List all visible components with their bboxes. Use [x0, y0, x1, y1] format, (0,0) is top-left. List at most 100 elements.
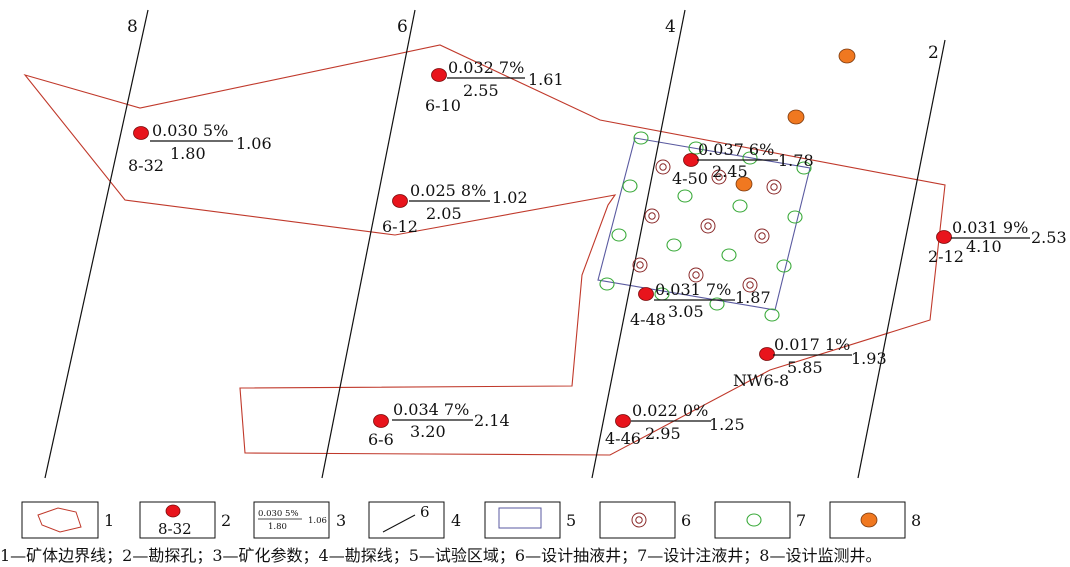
hole-marker — [759, 347, 775, 361]
hole-value: 1.87 — [735, 288, 771, 307]
hole-grade: 0.025 8% — [410, 181, 486, 200]
injection-well — [709, 297, 725, 311]
exploration-line-label: 2 — [928, 43, 939, 63]
legend: 1 8-32 2 0.030 5% 1.80 1.06 3 6 4 — [21, 501, 921, 539]
hole-thickness: 3.20 — [410, 422, 446, 441]
legend-sample: 6 — [420, 503, 430, 521]
legend-item-hole: 8-32 2 — [139, 501, 231, 539]
hole-value: 1.93 — [851, 349, 887, 368]
injection-well — [622, 179, 638, 193]
legend-number: 4 — [451, 511, 461, 530]
exploration-line-8 — [44, 9, 149, 479]
hole-grade: 0.017 1% — [774, 335, 850, 354]
hole-thickness: 2.05 — [426, 204, 462, 223]
exploration-line-4 — [591, 9, 686, 479]
legend-thickness: 1.80 — [268, 522, 287, 532]
hole-value: 1.06 — [236, 134, 272, 153]
legend-number: 2 — [221, 511, 231, 530]
injection-wells — [599, 131, 812, 322]
hole-marker — [373, 414, 389, 428]
hole-value: 1.78 — [778, 151, 814, 170]
injection-well — [796, 161, 812, 175]
extraction-well — [766, 179, 782, 195]
injection-well — [787, 210, 803, 224]
injection-well — [776, 259, 792, 273]
extraction-well — [632, 257, 648, 273]
injection-well — [599, 277, 615, 291]
injection-well — [677, 189, 693, 203]
injection-well — [611, 228, 627, 242]
hole-marker — [133, 126, 149, 140]
exploration-line-2 — [857, 39, 946, 479]
hole-marker — [683, 153, 699, 167]
hole-grade: 0.030 5% — [152, 121, 228, 140]
hole-grade: 0.022 0% — [632, 401, 708, 420]
legend-item-test-area: 5 — [484, 501, 576, 539]
legend-number: 6 — [681, 511, 691, 530]
injection-well — [688, 141, 704, 155]
exploration-hole-4-48: 0.031 7% 3.05 1.87 4-48 — [630, 280, 771, 329]
hole-value: 1.25 — [709, 415, 745, 434]
hole-grade: 0.032 7% — [448, 58, 524, 77]
exploration-hole-2-12: 0.031 9% 4.10 2.53 2-12 — [928, 218, 1067, 266]
injection-well — [732, 199, 748, 213]
exploration-hole-8-32: 0.030 5% 1.80 1.06 8-32 — [128, 121, 272, 175]
exploration-line-label: 8 — [127, 17, 138, 37]
hole-thickness: 4.10 — [966, 237, 1002, 256]
hole-value: 2.53 — [1031, 228, 1067, 247]
legend-number: 8 — [911, 511, 921, 530]
injection-well — [666, 238, 682, 252]
hole-id: 6-12 — [382, 217, 418, 236]
hole-id: 6-10 — [425, 96, 461, 115]
legend-item-params: 0.030 5% 1.80 1.06 3 — [253, 501, 346, 539]
injection-well — [633, 131, 649, 145]
exploration-hole-NW6-8: 0.017 1% 5.85 1.93 NW6-8 — [733, 335, 887, 390]
exploration-line-6 — [321, 9, 416, 479]
injection-well — [721, 248, 737, 262]
exploration-hole-6-12: 0.025 8% 2.05 1.02 6-12 — [382, 181, 528, 236]
injection-well — [764, 308, 780, 322]
legend-number: 5 — [566, 511, 576, 530]
legend-item-extraction: 6 — [599, 501, 691, 539]
exploration-line-label: 4 — [665, 17, 676, 37]
hole-marker — [638, 287, 654, 301]
hole-grade: 0.034 7% — [393, 400, 469, 419]
hole-marker — [615, 414, 631, 428]
legend-item-line: 6 4 — [368, 501, 461, 539]
legend-number: 7 — [796, 511, 806, 530]
monitoring-well — [787, 109, 805, 125]
hole-grade: 0.031 9% — [952, 218, 1028, 237]
hole-value: 1.02 — [492, 188, 528, 207]
extraction-well — [655, 159, 671, 175]
hole-grade: 0.037 6% — [698, 140, 774, 159]
hole-grade: 0.031 7% — [655, 280, 731, 299]
legend-grade: 0.030 5% — [258, 509, 299, 519]
exploration-line-label: 6 — [397, 17, 408, 37]
exploration-hole-4-50: 0.037 6% 2.45 1.78 4-50 — [672, 140, 814, 188]
exploration-hole-6-6: 0.034 7% 3.20 2.14 6-6 — [368, 400, 510, 449]
extraction-well — [688, 267, 704, 283]
figure-caption: 1—矿体边界线；2—勘探孔；3—矿化参数；4—勘探线；5—试验区域；6—设计抽液… — [0, 546, 882, 565]
extraction-well — [700, 218, 716, 234]
hole-thickness: 2.55 — [463, 81, 499, 100]
exploration-hole-4-46: 0.022 0% 2.95 1.25 4-46 — [605, 401, 745, 448]
hole-id: 2-12 — [928, 247, 964, 266]
legend-sample: 8-32 — [158, 520, 192, 538]
monitoring-wells — [735, 48, 856, 192]
monitoring-well — [838, 48, 856, 64]
extraction-well — [711, 169, 727, 185]
hole-id: 4-46 — [605, 429, 641, 448]
hole-id: NW6-8 — [733, 371, 789, 390]
hole-id: 8-32 — [128, 156, 164, 175]
legend-item-monitoring: 8 — [829, 501, 921, 539]
hole-id: 6-6 — [368, 430, 394, 449]
legend-number: 1 — [104, 511, 114, 530]
exploration-hole-6-10: 0.032 7% 2.55 1.61 6-10 — [425, 58, 564, 115]
legend-number: 3 — [336, 511, 346, 530]
hole-value: 2.14 — [474, 411, 510, 430]
hole-id: 4-50 — [672, 169, 708, 188]
hole-thickness: 5.85 — [787, 358, 823, 377]
hole-marker — [431, 68, 447, 82]
extraction-wells — [632, 159, 782, 293]
extraction-well — [754, 228, 770, 244]
